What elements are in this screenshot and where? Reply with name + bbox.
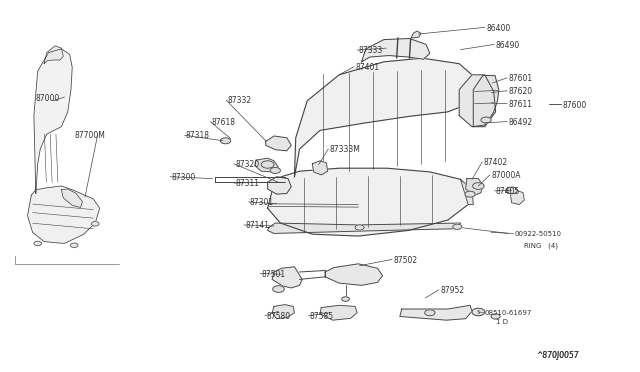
Polygon shape bbox=[312, 161, 328, 175]
Polygon shape bbox=[266, 136, 291, 151]
Text: 87585: 87585 bbox=[310, 312, 334, 321]
Polygon shape bbox=[460, 75, 495, 127]
Circle shape bbox=[261, 161, 274, 168]
Polygon shape bbox=[362, 38, 430, 62]
Text: RING   (4): RING (4) bbox=[524, 242, 558, 248]
Polygon shape bbox=[412, 31, 421, 38]
Circle shape bbox=[472, 308, 484, 316]
Circle shape bbox=[270, 167, 280, 173]
Text: 87311: 87311 bbox=[235, 179, 259, 188]
Text: 87405: 87405 bbox=[495, 187, 520, 196]
Circle shape bbox=[491, 314, 500, 319]
Text: 86490: 86490 bbox=[495, 41, 520, 50]
Text: 87502: 87502 bbox=[394, 256, 417, 264]
Circle shape bbox=[273, 286, 284, 292]
Polygon shape bbox=[272, 305, 294, 319]
Text: 87401: 87401 bbox=[355, 63, 380, 72]
Text: 87333: 87333 bbox=[358, 46, 383, 55]
Text: 87000A: 87000A bbox=[491, 171, 521, 180]
Text: 87601: 87601 bbox=[508, 74, 532, 83]
Text: 87332: 87332 bbox=[227, 96, 252, 105]
Text: 87141: 87141 bbox=[245, 221, 269, 230]
Text: ^870J0057: ^870J0057 bbox=[536, 351, 579, 360]
Circle shape bbox=[355, 225, 364, 230]
Text: 87402: 87402 bbox=[483, 158, 508, 167]
Circle shape bbox=[481, 117, 491, 123]
Text: 87952: 87952 bbox=[440, 286, 464, 295]
Text: S: S bbox=[477, 310, 480, 314]
Polygon shape bbox=[466, 179, 483, 195]
Circle shape bbox=[220, 138, 230, 144]
Polygon shape bbox=[320, 305, 357, 320]
Circle shape bbox=[425, 310, 435, 316]
Polygon shape bbox=[272, 267, 302, 288]
Circle shape bbox=[342, 297, 349, 301]
Polygon shape bbox=[400, 305, 472, 320]
Polygon shape bbox=[44, 46, 63, 64]
Text: 87580: 87580 bbox=[266, 312, 291, 321]
Text: 87000: 87000 bbox=[36, 94, 60, 103]
Text: 87301: 87301 bbox=[250, 198, 274, 207]
Text: 87611: 87611 bbox=[508, 100, 532, 109]
Text: 87300: 87300 bbox=[172, 173, 196, 182]
Polygon shape bbox=[255, 158, 278, 172]
Text: 87318: 87318 bbox=[186, 131, 210, 141]
Text: 87600: 87600 bbox=[563, 101, 587, 110]
Circle shape bbox=[465, 191, 475, 197]
Text: 87333M: 87333M bbox=[330, 145, 360, 154]
Polygon shape bbox=[510, 190, 524, 205]
Text: 1 D: 1 D bbox=[495, 319, 508, 325]
Text: 87700M: 87700M bbox=[74, 131, 105, 141]
Polygon shape bbox=[294, 58, 473, 177]
Circle shape bbox=[92, 222, 99, 226]
Text: 87320: 87320 bbox=[235, 160, 259, 169]
Polygon shape bbox=[268, 177, 291, 194]
Text: 86492: 86492 bbox=[508, 118, 532, 127]
Polygon shape bbox=[268, 168, 472, 236]
Polygon shape bbox=[268, 223, 461, 234]
Text: 87501: 87501 bbox=[261, 270, 285, 279]
Text: 87620: 87620 bbox=[508, 87, 532, 96]
Polygon shape bbox=[28, 186, 100, 243]
Text: ^870J0057: ^870J0057 bbox=[536, 351, 579, 360]
Circle shape bbox=[70, 243, 78, 247]
Polygon shape bbox=[461, 179, 473, 205]
Polygon shape bbox=[473, 76, 499, 127]
Text: 86400: 86400 bbox=[486, 24, 510, 33]
Circle shape bbox=[506, 187, 517, 194]
Text: 08510-61697: 08510-61697 bbox=[484, 310, 532, 316]
Text: 87618: 87618 bbox=[211, 118, 236, 127]
Circle shape bbox=[472, 183, 484, 189]
Polygon shape bbox=[34, 49, 72, 193]
Polygon shape bbox=[325, 264, 383, 285]
Polygon shape bbox=[61, 189, 83, 208]
Text: 00922-50510: 00922-50510 bbox=[515, 231, 562, 237]
Circle shape bbox=[453, 224, 462, 230]
Circle shape bbox=[34, 241, 42, 246]
